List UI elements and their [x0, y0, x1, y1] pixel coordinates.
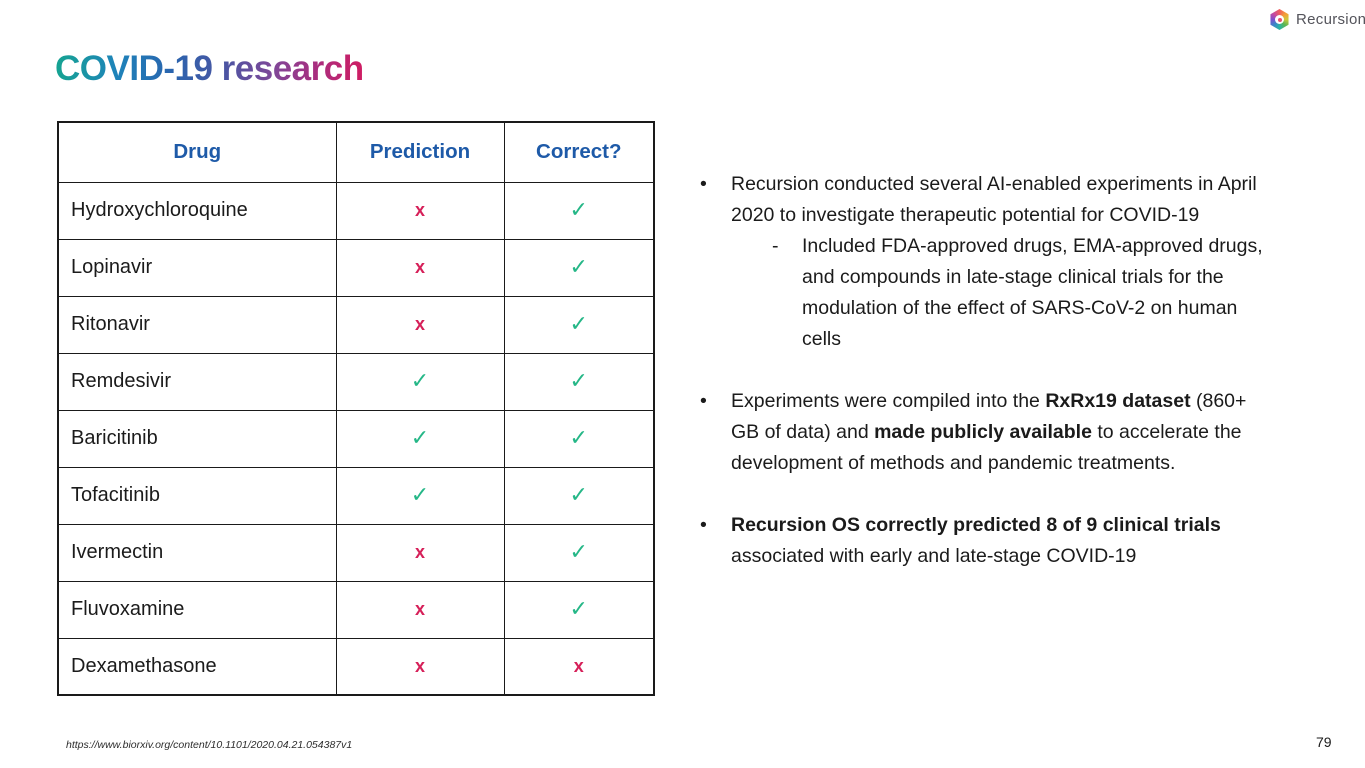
bullet-item: • Experiments were compiled into the RxRx… [690, 386, 1271, 479]
footer-citation: https://www.biorxiv.org/content/10.1101/… [66, 739, 353, 751]
bullet-marker: • [700, 390, 707, 412]
check-mark: ✓ [569, 255, 588, 280]
check-mark: ✓ [410, 426, 430, 451]
drug-name-cell: Remdesivir [57, 352, 337, 411]
x-mark: x [414, 655, 425, 676]
sub-bullet-item: - Included FDA-approved drugs, EMA-approv… [772, 231, 1271, 355]
check-mark: ✓ [569, 540, 588, 565]
drug-name-cell: Tofacitinib [57, 466, 337, 525]
correct-cell: ✓ [503, 238, 655, 297]
bullet-text: Recursion OS correctly predicted 8 of 9 … [731, 514, 1221, 567]
correct-cell: ✓ [503, 181, 655, 240]
drug-name-cell: Lopinavir [57, 238, 337, 297]
recursion-logo: Recursion [1269, 9, 1365, 30]
drug-table-header-row: Drug Prediction Correct? [57, 121, 655, 183]
bullet-text: Included FDA-approved drugs, EMA-approve… [802, 235, 1263, 350]
drug-table: Drug Prediction Correct? Hydroxychloroquin… [57, 121, 655, 696]
prediction-cell: x [335, 637, 505, 696]
bullet-text: Recursion conducted several AI-enabled e… [731, 173, 1257, 226]
table-row: Dexamethasone x x [57, 637, 655, 696]
hexagon-center-dot [1277, 17, 1282, 22]
page-number: 79 [1316, 734, 1332, 750]
correct-cell: ✓ [503, 523, 655, 582]
check-mark: ✓ [569, 198, 588, 223]
table-row: Tofacitinib ✓ ✓ [57, 466, 655, 525]
check-mark: ✓ [569, 426, 588, 451]
x-mark: x [573, 655, 584, 676]
logo-wordmark: Recursion [1296, 11, 1365, 28]
prediction-cell: x [335, 181, 505, 240]
drug-table-body: Hydroxychloroquine x ✓ Lopinavir x ✓ Ritonavir… [57, 181, 655, 696]
column-header: Prediction [335, 121, 505, 183]
check-mark: ✓ [569, 369, 588, 394]
table-row: Baricitinib ✓ ✓ [57, 409, 655, 468]
column-header: Correct? [503, 121, 655, 183]
prediction-cell: x [335, 580, 505, 639]
bullet-marker: • [700, 514, 707, 536]
prediction-cell: ✓ [335, 409, 505, 468]
drug-name-cell: Ritonavir [57, 295, 337, 354]
table-row: Remdesivir ✓ ✓ [57, 352, 655, 411]
prediction-cell: x [335, 238, 505, 297]
bullet-spacer [690, 355, 1271, 386]
slide-title: COVID-19 research [55, 49, 364, 88]
x-mark: x [414, 314, 425, 334]
bullet-item: • Recursion conducted several AI-enabled … [690, 169, 1271, 231]
prediction-cell: x [335, 295, 505, 354]
correct-cell: ✓ [503, 352, 655, 411]
bullet-marker: • [700, 173, 707, 195]
check-mark: ✓ [569, 312, 588, 337]
bullet-list: • Recursion conducted several AI-enabled … [690, 169, 1271, 572]
correct-cell: x [503, 637, 655, 696]
check-mark: ✓ [410, 483, 430, 508]
drug-name-cell: Dexamethasone [57, 637, 337, 696]
drug-name-cell: Hydroxychloroquine [57, 181, 337, 240]
table-row: Hydroxychloroquine x ✓ [57, 181, 655, 240]
x-mark: x [414, 599, 425, 619]
drug-name-cell: Fluvoxamine [57, 580, 337, 639]
drug-name-cell: Baricitinib [57, 409, 337, 468]
column-header: Drug [57, 121, 337, 183]
x-mark: x [414, 542, 425, 562]
x-mark: x [414, 200, 425, 220]
bullet-marker: - [772, 235, 779, 257]
correct-cell: ✓ [503, 466, 655, 525]
check-mark: ✓ [569, 597, 588, 622]
bullet-text: Experiments were compiled into the RxRx1… [731, 390, 1247, 474]
drug-name-cell: Ivermectin [57, 523, 337, 582]
bullet-spacer [690, 479, 1271, 510]
table-row: Ivermectin x ✓ [57, 523, 655, 582]
x-mark: x [414, 257, 425, 277]
check-mark: ✓ [410, 369, 430, 394]
prediction-cell: x [335, 523, 505, 582]
correct-cell: ✓ [503, 409, 655, 468]
table-row: Ritonavir x ✓ [57, 295, 655, 354]
prediction-cell: ✓ [335, 466, 505, 525]
correct-cell: ✓ [503, 580, 655, 639]
table-row: Fluvoxamine x ✓ [57, 580, 655, 639]
bullet-item: • Recursion OS correctly predicted 8 of 9… [690, 510, 1271, 572]
check-mark: ✓ [569, 483, 588, 508]
table-row: Lopinavir x ✓ [57, 238, 655, 297]
recursion-hexagon-icon [1269, 9, 1290, 30]
prediction-cell: ✓ [335, 352, 505, 411]
correct-cell: ✓ [503, 295, 655, 354]
